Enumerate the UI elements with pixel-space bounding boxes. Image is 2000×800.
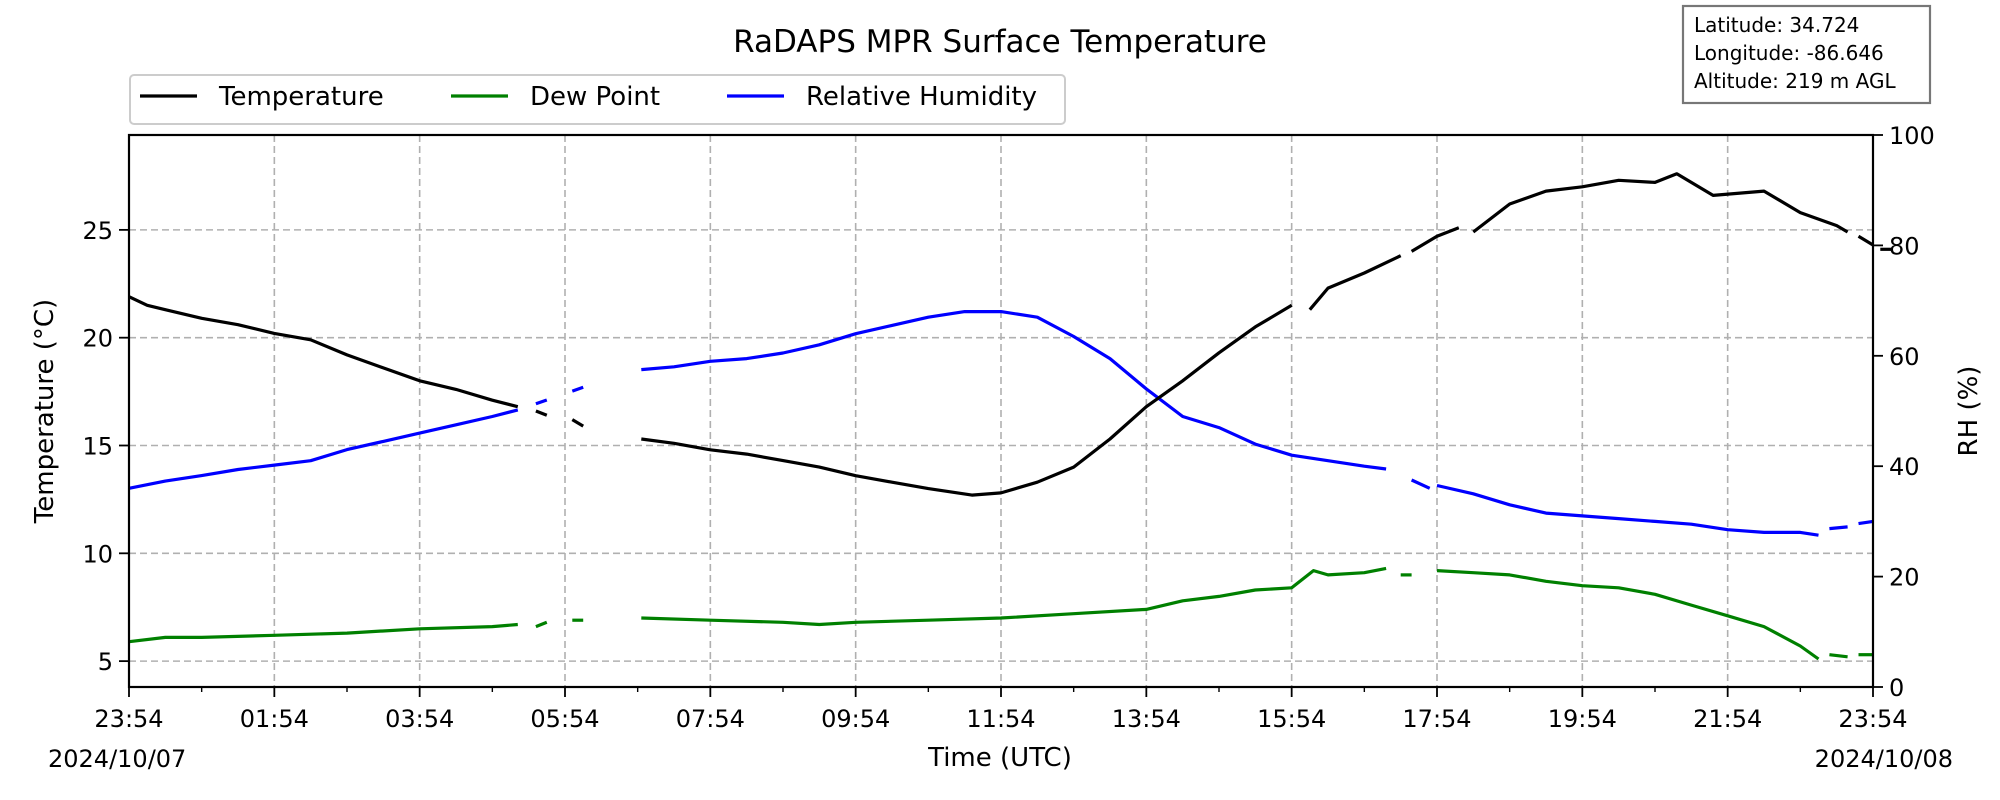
x-tick-label: 23:54 <box>1838 705 1907 733</box>
end-date-label: 2024/10/08 <box>1815 745 1953 773</box>
relative-humidity-line <box>1829 525 1848 531</box>
y-right-tick-label: 0 <box>1889 674 1904 702</box>
dew-point-line <box>535 620 548 629</box>
x-axis-label: Time (UTC) <box>927 743 1072 773</box>
chart-title: RaDAPS MPR Surface Temperature <box>733 24 1267 60</box>
vertical-grid <box>273 135 1729 687</box>
legend-label-temperature: Temperature <box>218 82 384 112</box>
station-info-frame <box>1681 4 1932 105</box>
y-right-tick-label: 40 <box>1889 453 1920 481</box>
relative-humidity-line <box>1410 478 1431 490</box>
temperature-line <box>535 409 548 417</box>
temperature-line <box>1410 226 1460 253</box>
y-left-tick-label: 10 <box>82 540 113 568</box>
y-right-tick-label: 20 <box>1889 564 1920 592</box>
start-date-label: 2024/10/07 <box>48 745 186 773</box>
x-tick-label: 07:54 <box>676 705 745 733</box>
relative-humidity-line <box>571 385 584 393</box>
x-tick-label: 17:54 <box>1402 705 1471 733</box>
dew-point-line <box>1829 653 1848 659</box>
x-tick-label: 05:54 <box>530 705 599 733</box>
relative-humidity-line <box>535 398 548 406</box>
y-left-tick-label: 25 <box>82 217 113 245</box>
temperature-line <box>641 303 1293 497</box>
y-left-tick-label: 20 <box>82 325 113 353</box>
x-tick-label: 19:54 <box>1548 705 1617 733</box>
x-tick-label: 01:54 <box>240 705 309 733</box>
x-tick-label: 03:54 <box>385 705 454 733</box>
y-right-tick-label: 100 <box>1889 122 1935 150</box>
relative-humidity-line <box>1858 519 1874 526</box>
legend-frame <box>129 74 1066 125</box>
left-y-axis-label: Temperature (°C) <box>30 299 60 524</box>
y-left-tick-label: 5 <box>98 648 113 676</box>
temperature-line <box>1308 254 1402 311</box>
dew-point-line <box>641 566 1387 627</box>
temperature-line <box>1857 234 1874 247</box>
altitude-text: Altitude: 219 m AGL <box>1694 69 1896 93</box>
y-right-tick-label: 60 <box>1889 343 1920 371</box>
legend: Temperature Dew Point Relative Humidity <box>129 74 1066 125</box>
series-layer <box>128 172 1892 661</box>
x-tick-label: 23:54 <box>94 705 163 733</box>
station-info-box: Latitude: 34.724 Longitude: -86.646 Alti… <box>1681 4 1932 105</box>
right-y-axis: 0 20 40 60 80 100 <box>1873 122 1935 702</box>
relative-humidity-line <box>128 408 519 490</box>
x-tick-label: 09:54 <box>821 705 890 733</box>
horizontal-grid <box>129 229 1873 662</box>
left-y-axis: 5 10 15 20 25 <box>82 217 129 676</box>
dew-point-line <box>128 622 518 644</box>
right-y-axis-label: RH (%) <box>1954 366 1984 457</box>
relative-humidity-line <box>1436 483 1819 537</box>
temperature-line <box>128 295 519 409</box>
x-axis: 23:54 01:54 03:54 05:54 07:54 09:54 11:54 13:54… <box>94 687 1908 733</box>
longitude-text: Longitude: -86.646 <box>1694 41 1884 65</box>
relative-humidity-line <box>641 310 1387 471</box>
temperature-line <box>571 418 585 428</box>
latitude-text: Latitude: 34.724 <box>1694 13 1859 37</box>
dew-point-line <box>1436 569 1820 661</box>
x-tick-label: 13:54 <box>1112 705 1181 733</box>
legend-label-dew-point: Dew Point <box>530 82 660 112</box>
x-tick-label: 15:54 <box>1257 705 1326 733</box>
x-tick-label: 21:54 <box>1693 705 1762 733</box>
legend-label-relative-humidity: Relative Humidity <box>806 82 1037 112</box>
y-right-tick-label: 80 <box>1889 232 1920 260</box>
y-left-tick-label: 15 <box>82 433 113 461</box>
temperature-line <box>1472 172 1849 234</box>
x-tick-label: 11:54 <box>966 705 1035 733</box>
